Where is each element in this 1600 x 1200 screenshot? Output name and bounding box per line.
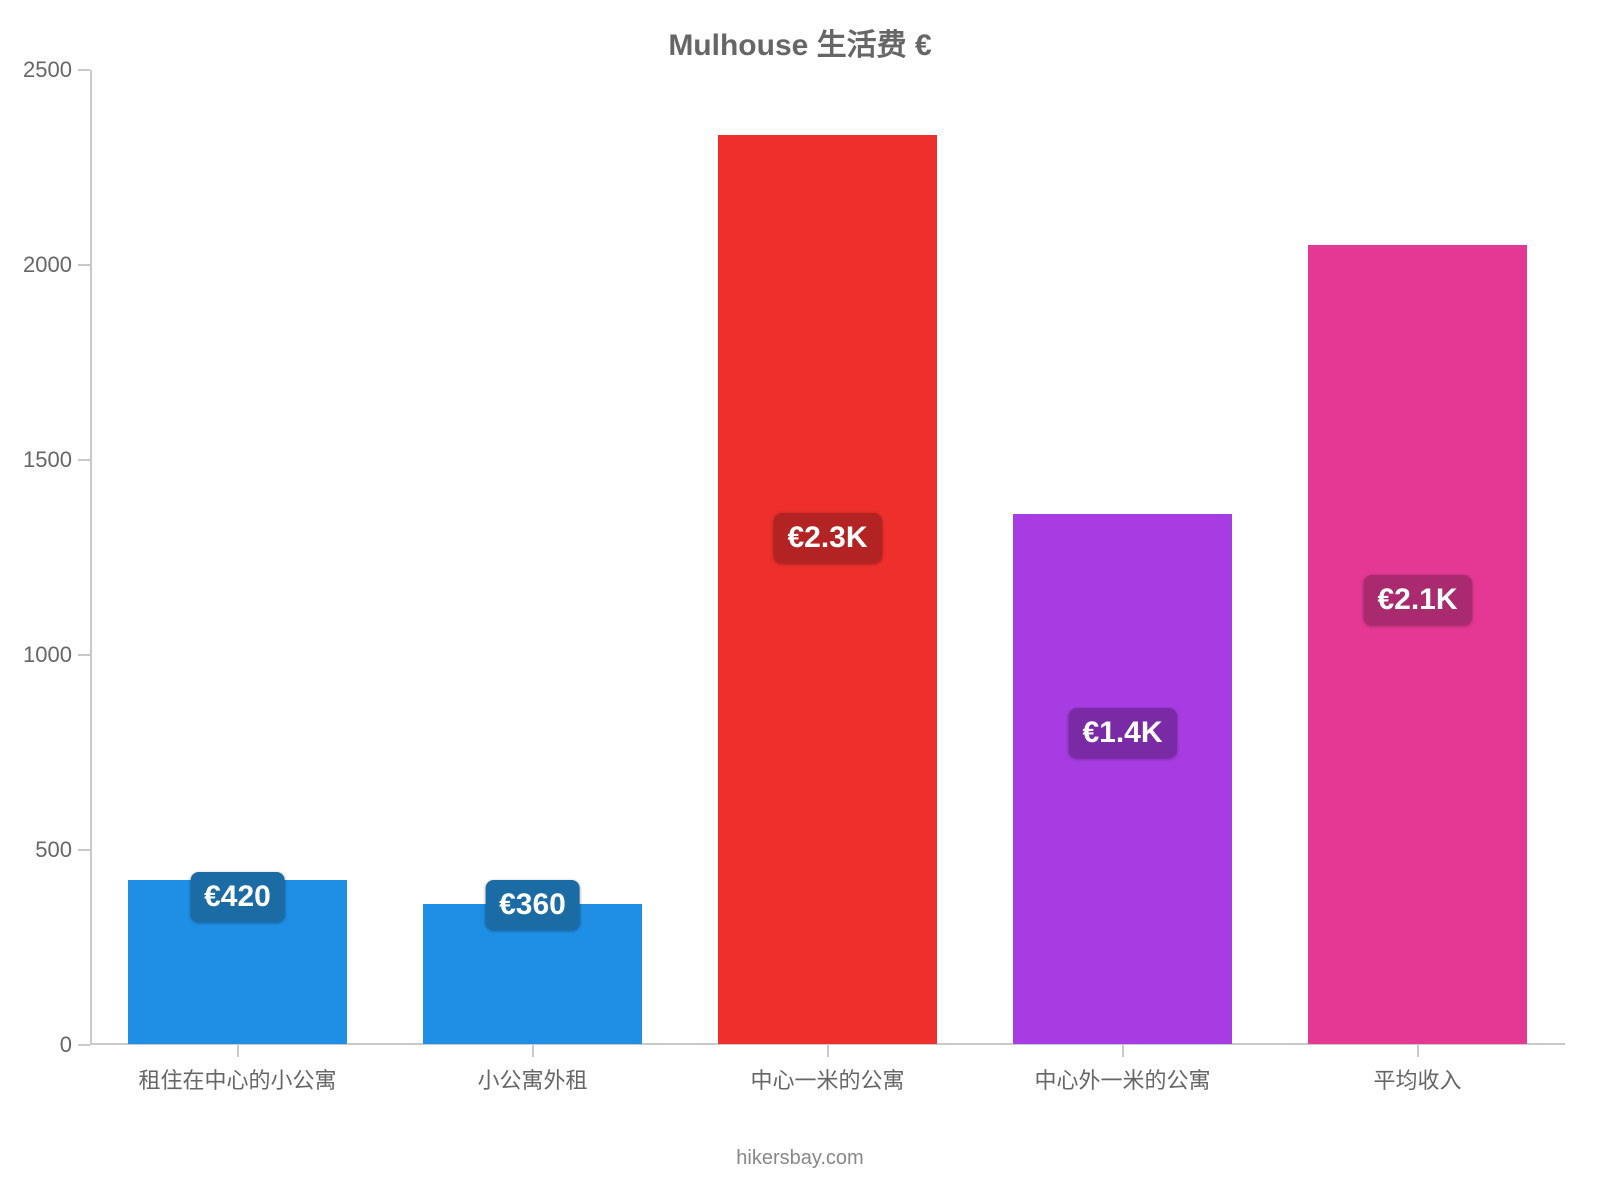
bar-value-label: €1.4K xyxy=(1068,708,1176,758)
bar-value-label: €2.1K xyxy=(1363,575,1471,625)
y-tick-label: 1000 xyxy=(23,642,90,668)
bar-value-label: €360 xyxy=(485,880,580,930)
x-tick-label: 平均收入 xyxy=(1373,1045,1461,1095)
x-tick-label: 中心一米的公寓 xyxy=(750,1045,904,1095)
x-tick-label: 中心外一米的公寓 xyxy=(1034,1045,1210,1095)
y-tick-label: 1500 xyxy=(23,447,90,473)
bar xyxy=(718,135,936,1044)
x-tick-label: 租住在中心的小公寓 xyxy=(138,1045,336,1095)
y-tick-label: 500 xyxy=(35,837,90,863)
plot-area: 05001000150020002500租住在中心的小公寓€420小公寓外租€3… xyxy=(90,70,1565,1045)
bar-value-label: €2.3K xyxy=(773,513,881,563)
y-tick-label: 0 xyxy=(60,1032,90,1058)
credit-text: hikersbay.com xyxy=(0,1147,1600,1170)
y-tick-label: 2500 xyxy=(23,57,90,83)
bar xyxy=(1308,245,1526,1045)
y-axis xyxy=(90,70,92,1045)
y-tick-label: 2000 xyxy=(23,252,90,278)
bar-value-label: €420 xyxy=(190,872,285,922)
bar xyxy=(1013,514,1231,1044)
x-tick-label: 小公寓外租 xyxy=(477,1045,587,1095)
chart-title: Mulhouse 生活费 € xyxy=(0,20,1600,64)
chart-container: Mulhouse 生活费 € 05001000150020002500租住在中心… xyxy=(0,0,1600,1200)
